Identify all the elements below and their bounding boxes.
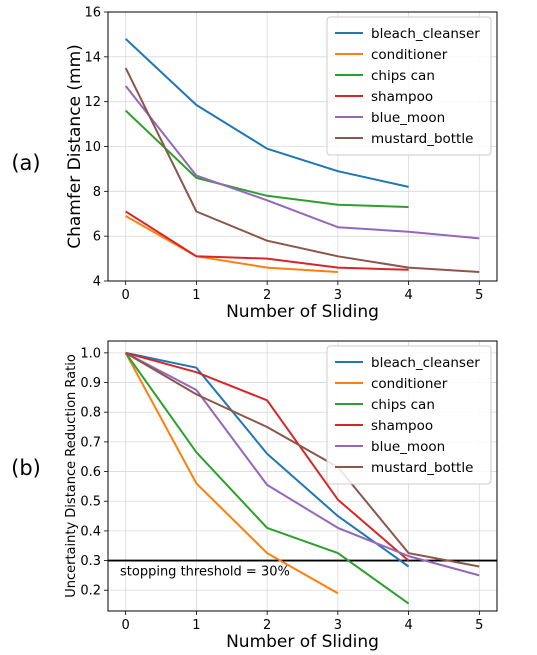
x-tick-label: 4 bbox=[404, 618, 412, 633]
legend-label: shampoo bbox=[371, 89, 433, 105]
legend-label: mustard_bottle bbox=[371, 460, 473, 476]
y-tick-label: 16 bbox=[84, 6, 101, 21]
y-tick-label: 0.9 bbox=[80, 376, 101, 391]
series-line-blue-moon bbox=[124, 85, 480, 240]
series-line-chips-can bbox=[124, 352, 410, 605]
x-tick-label: 2 bbox=[263, 288, 271, 303]
series-line-bleach-cleanser bbox=[125, 351, 410, 568]
legend-label: conditioner bbox=[371, 376, 448, 392]
x-tick-label: 3 bbox=[334, 618, 342, 633]
series-line-shampoo bbox=[125, 351, 410, 562]
series-line-chips-can bbox=[125, 109, 409, 208]
x-tick-label: 2 bbox=[263, 618, 271, 633]
series-line-mustard-bottle bbox=[124, 67, 480, 273]
panel-label-b: (b) bbox=[11, 456, 41, 480]
series-line-mustard-bottle bbox=[125, 352, 480, 568]
legend-label: conditioner bbox=[371, 47, 448, 63]
threshold-annotation: stopping threshold = 30% bbox=[120, 565, 290, 580]
y-tick-label: 1.0 bbox=[80, 346, 101, 361]
x-tick-label: 1 bbox=[192, 288, 200, 303]
y-tick-label: 0.6 bbox=[80, 465, 101, 480]
plot-area-b bbox=[107, 340, 498, 612]
x-tick-label: 0 bbox=[122, 288, 130, 303]
x-tick-label: 3 bbox=[334, 288, 342, 303]
x-axis-label-b: Number of Sliding bbox=[226, 632, 379, 652]
y-axis-label-b: Uncertainty Distance Reduction Ratio bbox=[64, 354, 79, 598]
series-line-conditioner bbox=[124, 352, 339, 595]
y-tick-label: 0.4 bbox=[80, 524, 101, 539]
legend-label: bleach_cleanser bbox=[371, 355, 480, 371]
legend-label: bleach_cleanser bbox=[371, 26, 480, 42]
legend-box bbox=[326, 345, 492, 485]
legend-label: chips can bbox=[371, 397, 435, 413]
x-tick-label: 5 bbox=[475, 618, 483, 633]
series-line-blue-moon bbox=[125, 352, 480, 577]
y-tick-label: 0.3 bbox=[80, 554, 101, 569]
x-tick-label: 0 bbox=[122, 618, 130, 633]
series-line-bleach-cleanser bbox=[125, 38, 409, 188]
legend-label: shampoo bbox=[371, 418, 433, 434]
legend-label: blue_moon bbox=[371, 110, 445, 126]
x-tick-label: 5 bbox=[475, 288, 483, 303]
y-tick-label: 0.8 bbox=[80, 406, 101, 421]
legend-b: bleach_cleanser conditioner chips can shamp… bbox=[326, 345, 492, 485]
legend-label: chips can bbox=[371, 68, 435, 84]
y-tick-label: 10 bbox=[84, 140, 101, 155]
panel-b: (b) 0 1 2 3 4 5 0.2 0.3 0.4 0.5 0.6 0.7 0.8 0.9 1.0 Nu… bbox=[11, 340, 498, 652]
series-line-conditioner bbox=[125, 215, 338, 273]
legend-a: bleach_cleanser conditioner chips can shamp… bbox=[326, 16, 492, 156]
x-tick-label: 4 bbox=[404, 288, 412, 303]
y-axis-label-a: Chamfer Distance (mm) bbox=[65, 44, 85, 249]
y-tick-label: 12 bbox=[84, 95, 101, 110]
y-tick-label: 4 bbox=[93, 275, 101, 290]
x-tick-label: 1 bbox=[192, 618, 200, 633]
x-axis-label-a: Number of Sliding bbox=[226, 302, 379, 322]
legend-label: mustard_bottle bbox=[371, 131, 473, 147]
y-tick-label: 14 bbox=[84, 50, 101, 65]
y-tick-label: 0.5 bbox=[80, 495, 101, 510]
y-tick-label: 0.7 bbox=[80, 435, 101, 450]
panel-label-a: (a) bbox=[11, 151, 40, 175]
y-tick-label: 8 bbox=[93, 185, 101, 200]
legend-label: blue_moon bbox=[371, 439, 445, 455]
series-line-shampoo bbox=[125, 210, 409, 271]
y-tick-label: 0.2 bbox=[80, 584, 101, 599]
legend-box bbox=[326, 16, 492, 156]
y-tick-label: 6 bbox=[93, 230, 101, 245]
